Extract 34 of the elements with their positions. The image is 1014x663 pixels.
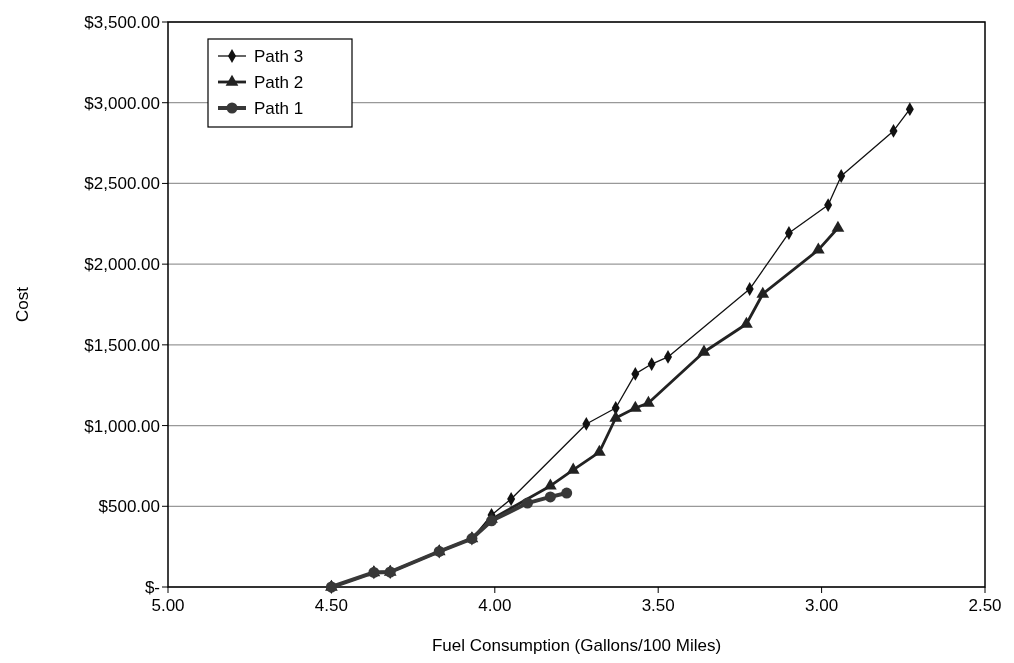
x-tick-label: 3.50 bbox=[641, 596, 675, 615]
point bbox=[831, 220, 845, 232]
point bbox=[740, 316, 753, 328]
y-tick-label: $- bbox=[144, 577, 160, 597]
y-tick-label: $3,500.00 bbox=[84, 12, 160, 32]
point bbox=[697, 344, 711, 356]
point bbox=[544, 491, 556, 503]
x-tick-label: 5.00 bbox=[151, 596, 185, 615]
point bbox=[486, 515, 498, 527]
point bbox=[609, 410, 623, 422]
x-tick-label: 3.00 bbox=[805, 596, 839, 615]
point bbox=[566, 462, 580, 474]
y-tick-label: $2,500.00 bbox=[84, 174, 160, 194]
point bbox=[756, 286, 770, 298]
legend-label: Path 2 bbox=[254, 72, 304, 92]
point bbox=[642, 395, 655, 407]
legend-label: Path 3 bbox=[254, 46, 304, 66]
y-axis-title: Cost bbox=[13, 286, 32, 322]
y-tick-label: $3,000.00 bbox=[84, 93, 160, 113]
point bbox=[811, 242, 825, 254]
x-tick-label: 4.50 bbox=[314, 596, 348, 615]
x-tick-label: 4.00 bbox=[478, 596, 512, 615]
point bbox=[544, 478, 557, 490]
point bbox=[521, 497, 533, 509]
y-tick-label: $1,000.00 bbox=[84, 416, 160, 436]
y-tick-label: $1,500.00 bbox=[84, 335, 160, 355]
point bbox=[593, 444, 606, 456]
y-tick-label: $500.00 bbox=[98, 497, 160, 517]
x-axis-title: Fuel Consumption (Gallons/100 Miles) bbox=[431, 636, 722, 655]
y-tick-label: $2,000.00 bbox=[84, 255, 160, 275]
legend-label: Path 1 bbox=[254, 98, 304, 118]
point bbox=[561, 487, 573, 499]
x-tick-label: 2.50 bbox=[968, 596, 1002, 615]
point bbox=[628, 400, 642, 412]
